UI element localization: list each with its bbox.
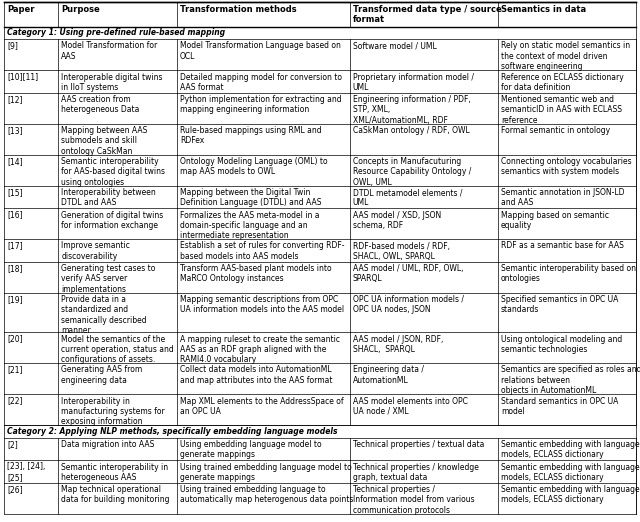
- Text: Data migration into AAS: Data migration into AAS: [61, 440, 155, 449]
- Text: Specified semantics in OPC UA
standards: Specified semantics in OPC UA standards: [500, 295, 618, 314]
- Text: [18]: [18]: [7, 264, 22, 273]
- Text: [14]: [14]: [7, 157, 22, 166]
- Text: Improve semantic
discoverability: Improve semantic discoverability: [61, 242, 130, 261]
- Text: RDF-based models / RDF,
SHACL, OWL, SPARQL: RDF-based models / RDF, SHACL, OWL, SPAR…: [353, 242, 450, 261]
- Text: [21]: [21]: [7, 365, 22, 374]
- Text: Interoperable digital twins
in IIoT systems: Interoperable digital twins in IIoT syst…: [61, 73, 163, 92]
- Text: Map XML elements to the AddressSpace of
an OPC UA: Map XML elements to the AddressSpace of …: [180, 397, 344, 416]
- Text: [22]: [22]: [7, 397, 22, 406]
- Text: Technical properties / textual data: Technical properties / textual data: [353, 440, 484, 449]
- Text: Map technical operational
data for building monitoring: Map technical operational data for build…: [61, 485, 170, 504]
- Text: [16]: [16]: [7, 210, 22, 219]
- Text: Interoperability between
DTDL and AAS: Interoperability between DTDL and AAS: [61, 188, 156, 207]
- Text: Semantics in data: Semantics in data: [500, 5, 586, 14]
- Text: Using ontological modeling and
semantic technologies: Using ontological modeling and semantic …: [500, 335, 622, 354]
- Text: [15]: [15]: [7, 188, 22, 197]
- Text: Standard semantics in OPC UA
model: Standard semantics in OPC UA model: [500, 397, 618, 416]
- Text: Ontology Modeling Language (OML) to
map AAS models to OWL: Ontology Modeling Language (OML) to map …: [180, 157, 328, 176]
- Text: Interoperability in
manufacturing systems for
exposing information: Interoperability in manufacturing system…: [61, 397, 165, 426]
- Text: Using trained embedding language model to
generate mappings: Using trained embedding language model t…: [180, 462, 351, 482]
- Text: Rule-based mappings using RML and
RDFex: Rule-based mappings using RML and RDFex: [180, 126, 321, 146]
- Text: [19]: [19]: [7, 295, 22, 304]
- Text: Generating AAS from
engineering data: Generating AAS from engineering data: [61, 365, 143, 385]
- Text: Generating test cases to
verify AAS server
implementations: Generating test cases to verify AAS serv…: [61, 264, 156, 294]
- Text: Paper: Paper: [7, 5, 35, 14]
- Bar: [4, 27, 636, 39]
- Text: [17]: [17]: [7, 242, 22, 251]
- Text: Category 1: Using pre-defined rule-based mapping: Category 1: Using pre-defined rule-based…: [7, 28, 225, 37]
- Text: OPC UA information models /
OPC UA nodes, JSON: OPC UA information models / OPC UA nodes…: [353, 295, 463, 314]
- Text: Semantic embedding with language
models, ECLASS dictionary: Semantic embedding with language models,…: [500, 440, 639, 459]
- Text: Using embedding language model to
generate mappings: Using embedding language model to genera…: [180, 440, 321, 459]
- Text: Mapping between AAS
submodels and skill
ontology CaSkMan: Mapping between AAS submodels and skill …: [61, 126, 148, 156]
- Text: Mapping between the Digital Twin
Definition Language (DTDL) and AAS: Mapping between the Digital Twin Definit…: [180, 188, 321, 207]
- Bar: [4, 425, 636, 437]
- Text: AAS model / UML, RDF, OWL,
SPARQL: AAS model / UML, RDF, OWL, SPARQL: [353, 264, 463, 283]
- Text: Model Transformation for
AAS: Model Transformation for AAS: [61, 42, 157, 61]
- Text: CaSkMan ontology / RDF, OWL: CaSkMan ontology / RDF, OWL: [353, 126, 469, 135]
- Text: Model Transformation Language based on
OCL: Model Transformation Language based on O…: [180, 42, 340, 61]
- Text: Generation of digital twins
for information exchange: Generation of digital twins for informat…: [61, 210, 164, 230]
- Text: Technical properties / knowledge
graph, textual data: Technical properties / knowledge graph, …: [353, 462, 479, 482]
- Text: RDF as a semantic base for AAS: RDF as a semantic base for AAS: [500, 242, 623, 251]
- Text: Mentioned semantic web and
semanticID in AAS with ECLASS
reference: Mentioned semantic web and semanticID in…: [500, 95, 621, 125]
- Text: [9]: [9]: [7, 42, 18, 51]
- Text: AAS model elements into OPC
UA node / XML: AAS model elements into OPC UA node / XM…: [353, 397, 467, 416]
- Text: [23], [24],
[25]: [23], [24], [25]: [7, 462, 45, 482]
- Text: Purpose: Purpose: [61, 5, 100, 14]
- Text: Software model / UML: Software model / UML: [353, 42, 436, 51]
- Text: Proprietary information model /
UML: Proprietary information model / UML: [353, 73, 474, 92]
- Text: Rely on static model semantics in
the context of model driven
software engineeri: Rely on static model semantics in the co…: [500, 42, 630, 72]
- Text: [20]: [20]: [7, 335, 22, 343]
- Text: Semantic embedding with language
models, ECLASS dictionary: Semantic embedding with language models,…: [500, 462, 639, 482]
- Text: [26]: [26]: [7, 485, 22, 494]
- Text: AAS model / JSON, RDF,
SHACL,  SPARQL: AAS model / JSON, RDF, SHACL, SPARQL: [353, 335, 443, 354]
- Text: [13]: [13]: [7, 126, 22, 135]
- Text: [12]: [12]: [7, 95, 22, 104]
- Text: Using trained embedding language to
automatically map heterogenous data points: Using trained embedding language to auto…: [180, 485, 353, 504]
- Text: Semantic embedding with language
models, ECLASS dictionary: Semantic embedding with language models,…: [500, 485, 639, 504]
- Text: Mapping semantic descriptions from OPC
UA information models into the AAS model: Mapping semantic descriptions from OPC U…: [180, 295, 344, 314]
- Text: Semantics are specified as roles and
relations between
objects in AutomationML: Semantics are specified as roles and rel…: [500, 365, 640, 395]
- Text: Technical properties /
Information model from various
communication protocols: Technical properties / Information model…: [353, 485, 474, 515]
- Text: DTDL metamodel elements /
UML: DTDL metamodel elements / UML: [353, 188, 462, 207]
- Text: Formal semantic in ontology: Formal semantic in ontology: [500, 126, 610, 135]
- Text: Concepts in Manufacuturing
Resource Capability Ontology /
OWL, UML: Concepts in Manufacuturing Resource Capa…: [353, 157, 471, 187]
- Text: Establish a set of rules for converting RDF-
based models into AAS models: Establish a set of rules for converting …: [180, 242, 344, 261]
- Text: Mapping based on semantic
equality: Mapping based on semantic equality: [500, 210, 609, 230]
- Bar: [4, 2, 636, 27]
- Text: Detailed mapping model for conversion to
AAS format: Detailed mapping model for conversion to…: [180, 73, 342, 92]
- Text: A mapping ruleset to create the semantic
AAS as an RDF graph aligned with the
RA: A mapping ruleset to create the semantic…: [180, 335, 340, 364]
- Text: Collect data models into AutomationML
and map attributes into the AAS format: Collect data models into AutomationML an…: [180, 365, 332, 385]
- Text: Semantic interoperability based on
ontologies: Semantic interoperability based on ontol…: [500, 264, 636, 283]
- Text: Formalizes the AAS meta-model in a
domain-specific language and an
intermediate : Formalizes the AAS meta-model in a domai…: [180, 210, 319, 240]
- Text: AAS model / XSD, JSON
schema, RDF: AAS model / XSD, JSON schema, RDF: [353, 210, 441, 230]
- Text: Reference on ECLASS dictionary
for data definition: Reference on ECLASS dictionary for data …: [500, 73, 623, 92]
- Text: Semantic interoperability in
heterogeneous AAS: Semantic interoperability in heterogeneo…: [61, 462, 168, 482]
- Text: Engineering data /
AutomationML: Engineering data / AutomationML: [353, 365, 424, 385]
- Text: AAS creation from
heterogeneous Data: AAS creation from heterogeneous Data: [61, 95, 140, 114]
- Text: Model the semantics of the
current operation, status and
configurations of asset: Model the semantics of the current opera…: [61, 335, 174, 364]
- Text: Category 2: Applying NLP methods, specifically embedding language models: Category 2: Applying NLP methods, specif…: [7, 426, 337, 435]
- Text: [10][11]: [10][11]: [7, 73, 38, 81]
- Text: [2]: [2]: [7, 440, 18, 449]
- Text: Transform AAS-based plant models into
MaRCO Ontology instances: Transform AAS-based plant models into Ma…: [180, 264, 332, 283]
- Text: Transformed data type / source
format: Transformed data type / source format: [353, 5, 501, 24]
- Text: Transformation methods: Transformation methods: [180, 5, 296, 14]
- Text: Python implementation for extracting and
mapping engineering information: Python implementation for extracting and…: [180, 95, 341, 114]
- Text: Semantic interoperability
for AAS-based digital twins
using ontologies: Semantic interoperability for AAS-based …: [61, 157, 165, 187]
- Text: Engineering information / PDF,
STP, XML,
XML/AutomationML, RDF: Engineering information / PDF, STP, XML,…: [353, 95, 470, 125]
- Text: Provide data in a
standardized and
semanically described
manner: Provide data in a standardized and seman…: [61, 295, 147, 335]
- Text: Connecting ontology vocabularies
semantics with system models: Connecting ontology vocabularies semanti…: [500, 157, 632, 176]
- Text: Semantic annotation in JSON-LD
and AAS: Semantic annotation in JSON-LD and AAS: [500, 188, 624, 207]
